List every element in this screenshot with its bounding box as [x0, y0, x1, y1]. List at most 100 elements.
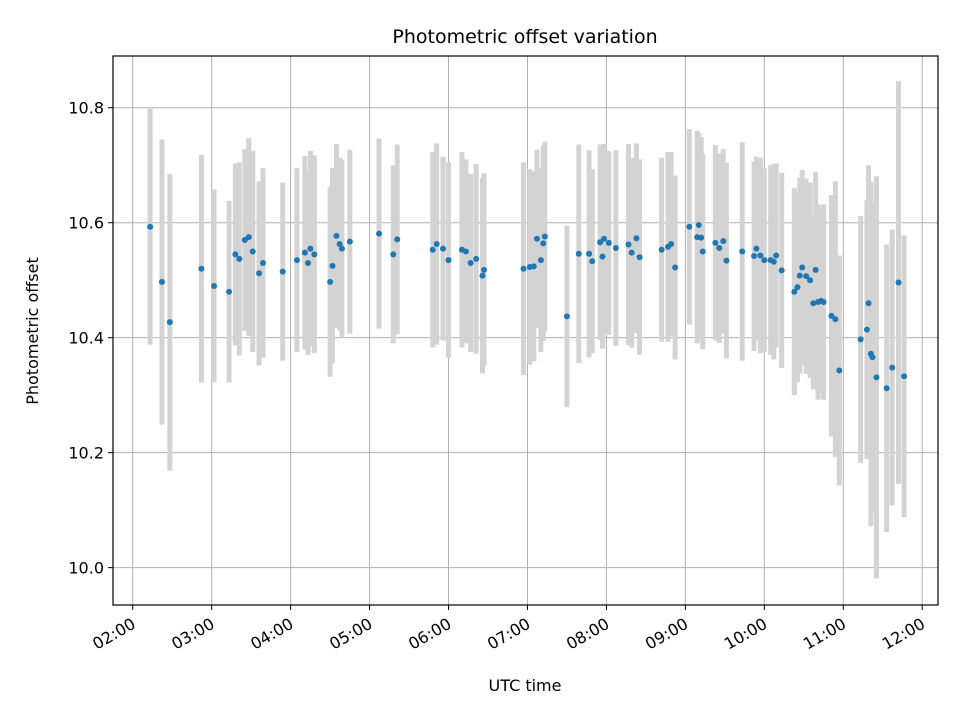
data-point	[462, 248, 469, 255]
data-point	[433, 240, 440, 247]
data-point	[338, 245, 345, 252]
data-point	[625, 241, 632, 248]
data-point	[563, 313, 570, 320]
data-point	[586, 250, 593, 257]
data-point	[346, 238, 353, 245]
data-point	[158, 278, 165, 285]
data-point	[279, 268, 286, 275]
data-point	[245, 234, 252, 241]
data-point	[794, 284, 801, 291]
data-point	[658, 246, 665, 253]
data-point	[799, 264, 806, 271]
data-points	[147, 222, 908, 392]
data-point	[869, 354, 876, 361]
data-point	[533, 235, 540, 242]
data-point	[857, 336, 864, 343]
data-point	[873, 374, 880, 381]
data-point	[445, 257, 452, 264]
data-point	[520, 265, 527, 272]
data-point	[597, 239, 604, 246]
x-tick-label: 07:00	[484, 614, 533, 654]
data-point	[440, 245, 446, 252]
data-point	[716, 245, 723, 252]
data-point	[812, 266, 819, 273]
data-point	[473, 255, 480, 262]
data-point	[757, 252, 764, 259]
x-tick-label: 05:00	[326, 614, 375, 654]
data-point	[865, 300, 872, 307]
data-point	[803, 273, 810, 280]
data-point	[778, 267, 785, 274]
data-point	[698, 234, 705, 241]
data-point	[305, 259, 311, 266]
data-point	[236, 255, 243, 262]
data-point	[301, 249, 308, 256]
x-tick-label: 12:00	[879, 614, 928, 654]
data-point	[166, 319, 173, 326]
data-point	[198, 265, 205, 272]
data-point	[232, 251, 239, 258]
data-point	[575, 250, 582, 257]
data-point	[633, 235, 640, 242]
y-axis-title: Photometric offset	[23, 257, 42, 405]
x-tick-label: 04:00	[247, 614, 296, 654]
y-tick-label: 10.6	[68, 214, 104, 233]
y-tick-label: 10.8	[68, 99, 104, 118]
data-point	[537, 257, 544, 264]
data-point	[293, 257, 300, 264]
x-tick-label: 02:00	[89, 614, 138, 654]
x-tick-label: 09:00	[642, 614, 691, 654]
y-tick-label: 10.4	[68, 329, 104, 348]
data-point	[672, 264, 679, 271]
data-point	[327, 278, 334, 285]
data-point	[467, 259, 474, 266]
data-point	[686, 223, 693, 230]
data-point	[589, 258, 596, 265]
data-point	[863, 326, 870, 333]
data-point	[336, 240, 343, 247]
x-tick-label: 06:00	[405, 614, 454, 654]
data-point	[211, 282, 218, 289]
data-point	[753, 245, 760, 252]
data-point	[883, 385, 890, 392]
data-point	[889, 364, 896, 371]
data-point	[836, 367, 843, 374]
data-point	[895, 279, 902, 286]
plot-frame	[112, 55, 939, 606]
data-point	[147, 223, 154, 230]
data-point	[226, 288, 233, 295]
data-point	[329, 262, 336, 269]
data-point	[605, 239, 612, 246]
data-point	[390, 251, 397, 258]
y-tick-label: 10.2	[68, 444, 104, 463]
data-point	[832, 316, 839, 323]
data-point	[773, 252, 780, 259]
data-point	[751, 253, 758, 260]
data-point	[530, 263, 537, 270]
data-point	[739, 248, 746, 255]
data-point	[668, 240, 675, 247]
data-point	[636, 254, 643, 261]
data-point	[541, 233, 548, 240]
data-point	[540, 240, 547, 247]
y-tick-label: 10.0	[68, 559, 104, 578]
data-point	[260, 259, 266, 266]
data-point	[256, 270, 263, 277]
data-point	[612, 245, 619, 252]
x-tick-label: 03:00	[168, 614, 217, 654]
data-point	[796, 272, 803, 279]
data-point	[307, 245, 314, 252]
x-tick-label: 11:00	[800, 614, 849, 654]
data-point	[712, 239, 719, 246]
data-point	[429, 246, 436, 253]
data-point	[720, 238, 727, 245]
x-tick-label: 08:00	[563, 614, 612, 654]
data-point	[828, 312, 835, 319]
data-point	[628, 249, 635, 256]
data-point	[376, 230, 383, 237]
chart-title: Photometric offset variation	[392, 26, 657, 48]
data-point	[599, 253, 606, 260]
data-point	[481, 266, 488, 273]
data-point	[791, 288, 798, 295]
